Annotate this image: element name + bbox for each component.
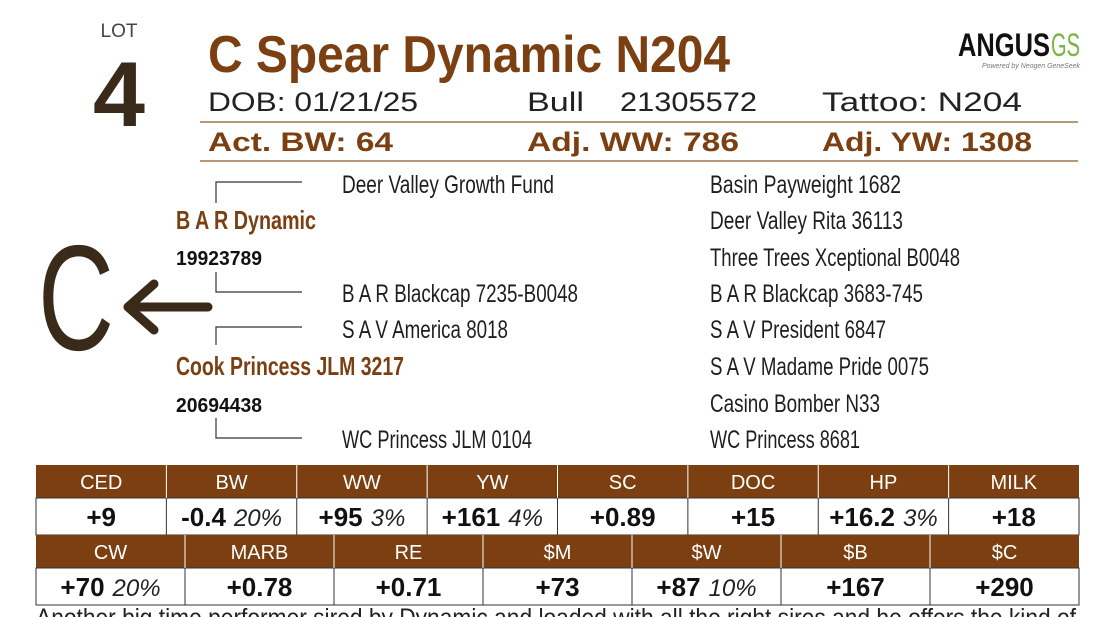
epd-trait: HP: [870, 472, 898, 494]
weight: Adj. WW: 786: [527, 127, 739, 157]
logo-brand: ANGUS: [958, 27, 1050, 63]
epd-value: +0.78: [227, 572, 293, 602]
epd-value-cell: +167: [826, 572, 885, 602]
grandparent: B A R Blackcap 7235-B0048: [342, 280, 578, 308]
epd-value-cell: +95 3%: [319, 502, 406, 532]
dam-name: Cook Princess JLM 3217: [176, 351, 404, 381]
logo-suffix: GS: [1051, 27, 1080, 63]
dob: DOB: 01/21/25: [208, 87, 418, 117]
epd-value: -0.4: [181, 502, 226, 532]
epd-value-cell: +161 4%: [442, 502, 543, 532]
epd-trait: CED: [80, 472, 122, 494]
epd-value: +9: [86, 502, 116, 532]
weight: Adj. YW: 1308: [822, 127, 1032, 157]
epd-value-cell: +87 10%: [656, 572, 756, 602]
epd-accuracy: 20%: [233, 505, 282, 532]
registration: 21305572: [620, 87, 757, 117]
epd-trait: YW: [476, 472, 508, 494]
epd-value-cell: -0.4 20%: [181, 502, 282, 532]
epd-value: +95: [319, 502, 363, 532]
epd-accuracy: 20%: [112, 575, 161, 602]
animal-name: C Spear Dynamic N204: [208, 26, 730, 84]
tattoo: Tattoo: N204: [822, 87, 1022, 117]
epd-value-cell: +70 20%: [60, 572, 160, 602]
epd-value-cell: +15: [731, 502, 775, 532]
epd-trait: MILK: [990, 472, 1037, 494]
great-grandparent: Casino Bomber N33: [710, 390, 880, 418]
brand-arrow: [123, 279, 213, 335]
lot-label: LOT: [101, 21, 138, 42]
epd-value: +167: [826, 572, 885, 602]
epd-value-cell: +9: [86, 502, 116, 532]
epd-value: +0.89: [590, 502, 656, 532]
epd-value-cell: +0.71: [376, 572, 442, 602]
epd-accuracy: 3%: [903, 505, 938, 532]
epd-trait: $B: [843, 542, 867, 564]
grandparent: Deer Valley Growth Fund: [342, 171, 554, 199]
epd-value: +87: [656, 572, 700, 602]
great-grandparent: WC Princess 8681: [710, 426, 860, 454]
great-grandparent: Three Trees Xceptional B0048: [710, 244, 960, 272]
epd-trait: BW: [215, 472, 247, 494]
great-grandparent: S A V President 6847: [710, 316, 886, 344]
epd-value: +15: [731, 502, 775, 532]
pedigree-brackets: [215, 181, 302, 439]
lot-number: 4: [93, 44, 145, 146]
epd-value-cell: +0.89: [590, 502, 656, 532]
epd-value: +0.71: [376, 572, 442, 602]
epd-accuracy: 4%: [508, 505, 543, 532]
epd-value-cell: +290: [975, 572, 1034, 602]
weight: Act. BW: 64: [208, 127, 393, 157]
great-grandparent: S A V Madame Pride 0075: [710, 353, 929, 381]
grandparent: S A V America 8018: [342, 316, 508, 344]
great-grandparent: Basin Payweight 1682: [710, 171, 901, 199]
comment: Another big time performer sired by Dyna…: [36, 604, 1076, 617]
epd-trait: WW: [343, 472, 381, 494]
dam-registration: 20694438: [176, 395, 262, 417]
epd-value: +73: [535, 572, 579, 602]
epd-value-band: [35, 567, 1080, 606]
epd-trait: RE: [395, 542, 423, 564]
epd-trait: SC: [609, 472, 637, 494]
great-grandparent: Deer Valley Rita 36113: [710, 207, 903, 235]
sire-name: B A R Dynamic: [176, 205, 316, 235]
epd-value: +16.2: [829, 502, 895, 532]
epd-value-cell: +73: [535, 572, 579, 602]
epd-value-cell: +16.2 3%: [829, 502, 937, 532]
sex: Bull: [527, 87, 584, 117]
epd-value: +161: [442, 502, 501, 532]
brand-mark: C: [38, 214, 114, 382]
grandparent: WC Princess JLM 0104: [342, 426, 532, 454]
epd-trait: $C: [992, 542, 1018, 564]
sire-registration: 19923789: [176, 248, 262, 270]
epd-accuracy: 3%: [371, 505, 406, 532]
logo-tagline: Powered by Neogen GeneSeek: [982, 63, 1080, 70]
epd-header-band: [36, 535, 1079, 568]
generated: B A R Dynamic 19923789 Cook Princess JLM 3…: [35, 171, 1080, 606]
epd-trait: DOC: [731, 472, 775, 494]
epd-value-cell: +18: [992, 502, 1036, 532]
epd-trait: MARB: [231, 542, 289, 564]
epd-trait: CW: [94, 542, 127, 564]
epd-accuracy: 10%: [709, 575, 757, 602]
epd-value: +70: [60, 572, 104, 602]
great-grandparent: B A R Blackcap 3683-745: [710, 280, 923, 308]
epd-value-cell: +0.78: [227, 572, 293, 602]
epd-trait: $W: [692, 542, 722, 564]
epd-value: +18: [992, 502, 1036, 532]
epd-trait: $M: [544, 542, 572, 564]
epd-value: +290: [975, 572, 1034, 602]
